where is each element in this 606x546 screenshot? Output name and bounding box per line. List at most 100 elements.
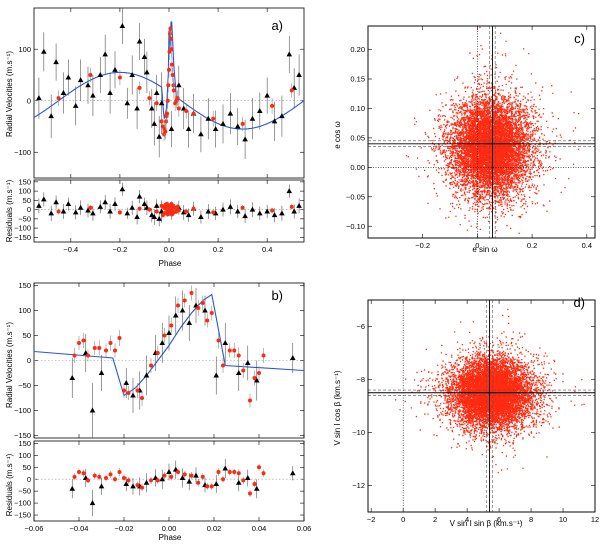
data-point-circle bbox=[56, 96, 61, 101]
data-point-triangle bbox=[123, 480, 130, 486]
data-point-triangle bbox=[124, 100, 131, 106]
data-point-triangle bbox=[185, 126, 192, 132]
data-point-circle bbox=[209, 311, 214, 315]
data-point-circle bbox=[169, 474, 174, 479]
data-point-circle bbox=[189, 291, 194, 295]
panel-b-ylabel: Radial Velocities (m.s⁻¹) bbox=[5, 322, 14, 408]
data-point-circle bbox=[289, 204, 294, 209]
data-point-triangle bbox=[53, 59, 59, 65]
data-point-triangle bbox=[234, 123, 241, 129]
data-point-circle bbox=[108, 472, 113, 477]
y-tick-label: −50 bbox=[18, 214, 31, 223]
data-point-circle bbox=[216, 338, 221, 343]
data-point-circle bbox=[257, 371, 261, 375]
y-tick-label: 100 bbox=[18, 306, 31, 315]
panel-a-res-ylabel: Residuals (m.s⁻¹) bbox=[5, 179, 14, 242]
y-tick-label: −0.10 bbox=[346, 222, 365, 231]
data-point-circle bbox=[140, 485, 144, 490]
y-tick-label: 150 bbox=[18, 177, 31, 186]
y-tick-label: −10 bbox=[352, 428, 365, 437]
data-point-circle bbox=[168, 36, 173, 41]
y-tick-label: −6 bbox=[356, 322, 365, 331]
y-tick-label: 100 bbox=[18, 187, 31, 196]
data-point-circle bbox=[270, 103, 275, 108]
data-point-triangle bbox=[130, 483, 136, 489]
data-point-circle bbox=[196, 480, 201, 485]
data-point-triangle bbox=[202, 307, 208, 313]
data-point-triangle bbox=[220, 206, 226, 212]
y-tick-label: −150 bbox=[14, 431, 31, 440]
panel-a-xlabel: Phase bbox=[159, 259, 182, 268]
data-point-triangle bbox=[134, 105, 140, 111]
x-tick-label: −0.2 bbox=[113, 245, 128, 254]
data-point-triangle bbox=[279, 210, 285, 216]
data-point-triangle bbox=[89, 500, 96, 506]
y-tick-label: 100 bbox=[18, 45, 31, 54]
data-point-circle bbox=[176, 303, 180, 308]
data-point-triangle bbox=[97, 71, 104, 77]
data-point-triangle bbox=[159, 340, 166, 345]
axes-frame bbox=[367, 25, 596, 239]
y-tick-label: 150 bbox=[18, 439, 31, 448]
data-point-circle bbox=[88, 72, 93, 77]
data-point-circle bbox=[252, 481, 257, 486]
y-tick-label: 50 bbox=[23, 463, 31, 472]
data-point-triangle bbox=[112, 201, 118, 207]
data-point-circle bbox=[56, 209, 61, 214]
data-point-circle bbox=[169, 47, 174, 52]
data-point-triangle bbox=[205, 208, 212, 214]
data-point-circle bbox=[77, 341, 81, 345]
data-point-circle bbox=[122, 476, 126, 481]
data-point-triangle bbox=[53, 199, 59, 205]
data-point-triangle bbox=[143, 479, 150, 485]
data-point-circle bbox=[104, 348, 108, 353]
x-tick-label: −0.04 bbox=[70, 524, 89, 533]
data-point-triangle bbox=[72, 209, 79, 215]
y-tick-label: −150 bbox=[14, 511, 31, 520]
data-point-circle bbox=[104, 476, 108, 481]
panel-d-plot: −12 −10 −8 −6 −2 0 2 4 6 8 10 12 bbox=[352, 299, 599, 524]
x-tick-label: 0.2 bbox=[213, 245, 223, 254]
axes-frame bbox=[367, 299, 596, 513]
panel-a-label: a) bbox=[271, 18, 283, 33]
panel-c: −0.10 −0.05 0.00 0.05 0.10 0.15 0.20 −0.2 0 0.2 0.… bbox=[333, 25, 596, 254]
panel-c-plot: −0.10 −0.05 0.00 0.05 0.10 0.15 0.20 −0.2 0 0.2 0.… bbox=[346, 25, 596, 250]
data-point-triangle bbox=[151, 120, 158, 126]
data-point-circle bbox=[240, 121, 245, 126]
x-tick-label: 0.04 bbox=[252, 524, 267, 533]
data-point-circle bbox=[88, 205, 93, 210]
data-point-triangle bbox=[90, 92, 96, 98]
x-tick-label: 0.06 bbox=[297, 524, 312, 533]
data-point-circle bbox=[241, 368, 246, 373]
data-point-triangle bbox=[85, 82, 91, 88]
data-point-triangle bbox=[249, 206, 256, 212]
y-tick-label: 0.00 bbox=[350, 163, 365, 172]
data-point-circle bbox=[221, 363, 225, 368]
data-point-circle bbox=[236, 353, 241, 358]
data-point-triangle bbox=[289, 355, 296, 360]
data-point-triangle bbox=[72, 102, 79, 108]
data-point-circle bbox=[149, 478, 153, 483]
y-tick-label: 0.15 bbox=[350, 75, 365, 84]
data-point-circle bbox=[211, 210, 216, 215]
data-point-circle bbox=[137, 206, 142, 211]
data-point-circle bbox=[163, 129, 168, 134]
data-point-triangle bbox=[242, 213, 248, 219]
data-point-triangle bbox=[36, 95, 42, 101]
data-point-triangle bbox=[179, 307, 186, 313]
data-point-circle bbox=[92, 473, 97, 478]
data-point-circle bbox=[176, 208, 181, 213]
data-point-triangle bbox=[158, 100, 165, 106]
data-point-circle bbox=[248, 398, 252, 403]
data-point-triangle bbox=[124, 210, 131, 216]
y-tick-label: −100 bbox=[14, 406, 31, 415]
x-tick-label: 10 bbox=[559, 515, 567, 524]
data-point-triangle bbox=[244, 475, 251, 481]
data-point-triangle bbox=[227, 203, 234, 209]
data-point-triangle bbox=[180, 105, 187, 111]
y-tick-label: 50 bbox=[23, 196, 31, 205]
data-point-circle bbox=[169, 62, 174, 67]
data-point-triangle bbox=[176, 82, 182, 88]
data-point-triangle bbox=[205, 115, 212, 121]
data-point-triangle bbox=[89, 407, 96, 413]
